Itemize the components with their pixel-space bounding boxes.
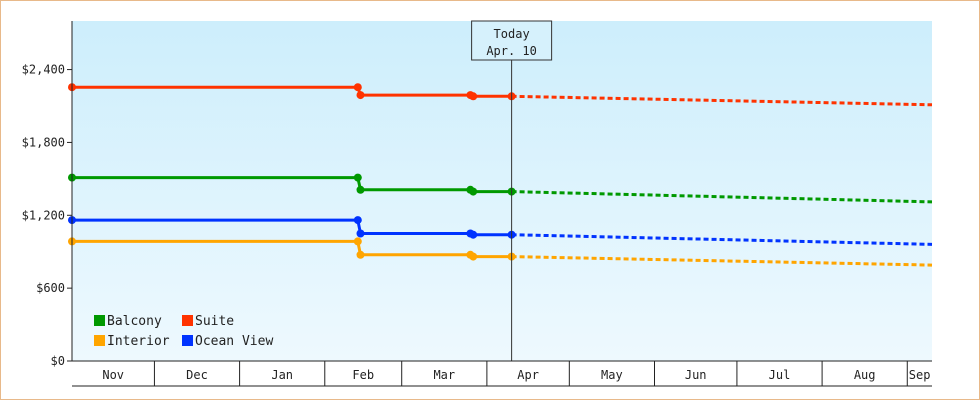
series-ocean-view-point-1[interactable] (353, 216, 362, 225)
x-tick-label-mar: Mar (433, 368, 455, 382)
series-suite-point-4[interactable] (469, 92, 478, 101)
x-tick-label-feb: Feb (352, 368, 374, 382)
y-tick-label: $600 (36, 281, 65, 295)
series-suite-point-2[interactable] (356, 91, 365, 100)
legend-swatch-ocean-view (182, 335, 193, 346)
x-tick-label-may: May (601, 368, 623, 382)
series-interior-point-1[interactable] (353, 237, 362, 246)
x-tick-label-apr: Apr (517, 368, 539, 382)
x-tick-label-jul: Jul (769, 368, 791, 382)
series-balcony-point-4[interactable] (469, 187, 478, 196)
series-interior-forecast-line (511, 255, 933, 267)
series-ocean-view-point-2[interactable] (356, 229, 365, 238)
series-balcony-point-2[interactable] (356, 185, 365, 194)
today-box (471, 20, 553, 61)
x-tick-label-nov: Nov (102, 368, 124, 382)
series-balcony-history-line (72, 176, 512, 194)
x-tick-label-aug: Aug (854, 368, 876, 382)
legend-swatch-suite (182, 315, 193, 326)
series-ocean-view-history-line (72, 218, 512, 237)
legend-swatch-interior (94, 335, 105, 346)
y-tick-label: $1,200 (22, 208, 65, 222)
y-tick-label: $1,800 (22, 135, 65, 149)
x-tick-label-sep: Sep (909, 368, 931, 382)
legend-label-ocean-view[interactable]: Ocean View (195, 334, 273, 349)
series-suite-forecast-line (511, 94, 933, 107)
series-interior-history-line (72, 239, 512, 259)
series-ocean-view-forecast-line (511, 233, 933, 246)
series-balcony-point-1[interactable] (353, 173, 362, 182)
legend-label-balcony[interactable]: Balcony (107, 314, 162, 329)
series-suite-point-1[interactable] (353, 83, 362, 92)
y-tick-label: $2,400 (22, 63, 65, 77)
x-tick-label-dec: Dec (186, 368, 208, 382)
legend-label-interior[interactable]: Interior (107, 334, 170, 349)
today-date-label: Apr. 10 (486, 44, 537, 58)
today-label: Today (494, 27, 530, 41)
y-tick-label: $0 (51, 354, 65, 368)
series-interior-point-2[interactable] (356, 250, 365, 259)
x-tick-label-jan: Jan (271, 368, 293, 382)
legend-label-suite[interactable]: Suite (195, 314, 234, 329)
series-suite-history-line (72, 85, 512, 98)
series-ocean-view-point-4[interactable] (469, 230, 478, 239)
series-interior-point-4[interactable] (469, 252, 478, 261)
legend-swatch-balcony (94, 315, 105, 326)
x-tick-label-jun: Jun (685, 368, 707, 382)
series-balcony-forecast-line (511, 190, 933, 204)
